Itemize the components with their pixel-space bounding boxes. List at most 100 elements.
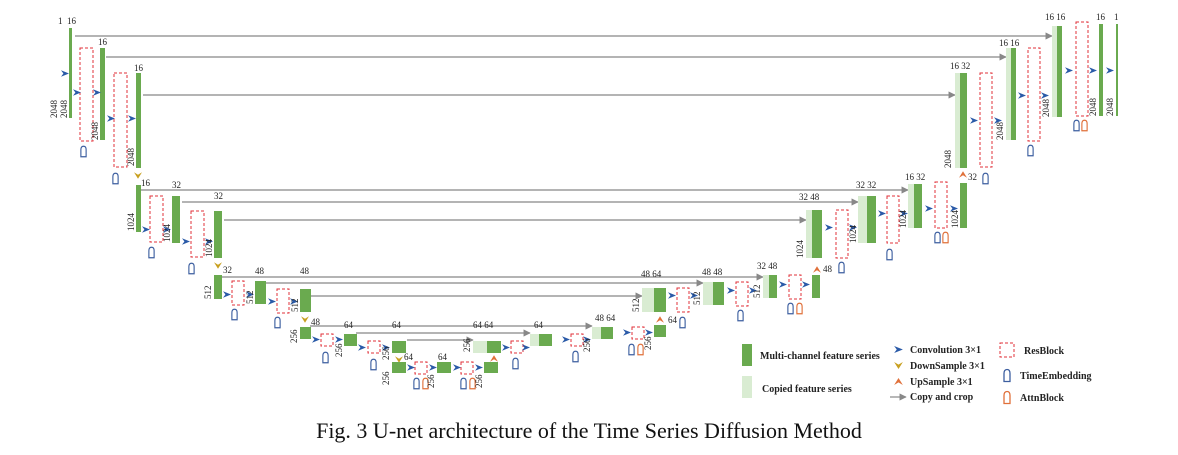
conv-icon: [502, 344, 510, 351]
length-label: 512: [290, 299, 300, 313]
length-label: 256: [381, 346, 391, 360]
upsample-icon: [490, 355, 498, 362]
resblock: [414, 361, 428, 375]
length-label: 256: [426, 374, 436, 388]
feature-block: [654, 325, 666, 337]
resblock: [510, 340, 524, 354]
time-embedding-icon: [512, 357, 519, 370]
legend-conv-label: Convolution 3×1: [910, 345, 981, 356]
channel-label: 48 64: [595, 313, 616, 323]
conv-icon: [925, 205, 933, 212]
downsample-icon: [301, 316, 309, 323]
conv-icon: [93, 89, 101, 96]
length-label: 2048: [995, 122, 1005, 141]
legend-conv-icon: [894, 346, 903, 353]
encoder-level-1: 16 32 32 1024 1024 1024: [126, 178, 223, 275]
legend-down-label: DownSample 3×1: [910, 361, 985, 372]
decoder-level-1: 32 48 32 32 16 32 32 1024 1024 1024 1024: [795, 171, 977, 274]
resblock: [631, 326, 645, 340]
channel-label: 16: [67, 16, 77, 26]
channel-label: 16 32: [950, 61, 970, 71]
length-label: 512: [752, 285, 762, 299]
feature-block: [214, 275, 222, 299]
conv-icon: [1089, 67, 1097, 74]
channel-label: 32: [968, 172, 977, 182]
upsample-icon: [959, 171, 967, 178]
channel-label: 32: [172, 180, 181, 190]
legend-resblock-icon: [999, 342, 1015, 358]
feature-block: [136, 73, 141, 168]
time-embedding-icon: [1073, 119, 1080, 132]
decoder-level-2: 48 64 48 48 32 48 48 512 512 512: [631, 261, 833, 329]
length-label: 256: [334, 343, 344, 357]
legend-time-embedding-icon: [1003, 368, 1011, 383]
channel-label: 32 48: [757, 261, 778, 271]
resblock: [79, 47, 94, 142]
conv-icon: [779, 281, 787, 288]
feature-block: [769, 275, 777, 298]
length-label: 2048: [943, 150, 953, 169]
resblock: [570, 333, 584, 347]
upsample-icon: [656, 316, 664, 323]
legend-attn-label: AttnBlock: [1020, 393, 1064, 404]
feature-block: [1011, 48, 1016, 140]
feature-block: [437, 362, 451, 373]
feature-block: [487, 341, 501, 353]
resblock: [676, 287, 690, 313]
length-label: 256: [643, 336, 653, 350]
time-embedding-icon: [737, 309, 744, 322]
copied-block: [858, 196, 867, 243]
length-label: 512: [203, 286, 213, 300]
feature-block: [300, 327, 311, 339]
resblock: [320, 333, 334, 347]
feature-block: [300, 289, 311, 312]
attn-block-icon: [942, 231, 949, 244]
channel-label: 1: [1114, 12, 1119, 22]
copied-block: [955, 73, 960, 168]
conv-icon: [522, 344, 530, 351]
time-embedding-icon: [413, 377, 420, 390]
length-label: 1024: [898, 210, 908, 229]
bottleneck: 64 64 256 256 256: [381, 352, 498, 390]
unet-diagram: 1 16 16 16 2048 2048 2048 2048 16 32 32 …: [49, 12, 1119, 405]
skip-connections: [75, 32, 1053, 344]
legend-downsample-icon: [894, 362, 903, 369]
conv-icon: [1065, 67, 1073, 74]
length-label: 1024: [795, 240, 805, 259]
feature-block: [914, 184, 922, 228]
feature-block: [960, 183, 967, 228]
time-embedding-icon: [370, 358, 377, 371]
resblock: [190, 210, 205, 258]
length-label: 512: [631, 299, 641, 313]
time-embedding-icon: [231, 308, 238, 321]
resblock: [113, 72, 128, 168]
legend-copy-label: Copy and crop: [910, 392, 974, 403]
attn-block-icon: [1081, 119, 1088, 132]
time-embedding-icon: [1027, 144, 1034, 157]
resblock: [460, 361, 474, 375]
conv-icon: [268, 298, 276, 305]
feature-block: [255, 281, 266, 304]
feature-block: [214, 211, 222, 258]
length-label: 1024: [162, 224, 172, 243]
time-embedding-icon: [787, 302, 794, 315]
conv-icon: [453, 364, 461, 371]
channel-label: 32 32: [856, 180, 876, 190]
conv-icon: [335, 336, 343, 343]
channel-label: 16: [141, 178, 151, 188]
channel-label: 48: [311, 317, 321, 327]
channel-label: 64: [668, 315, 678, 325]
conv-icon: [142, 226, 150, 233]
encoder-level-2: 32 48 48 512 512 512: [203, 265, 311, 329]
legend-copied-swatch: [742, 376, 752, 398]
copied-block: [908, 184, 914, 228]
channel-label: 16: [134, 63, 144, 73]
length-label: 512: [692, 292, 702, 306]
conv-icon: [312, 336, 320, 343]
time-embedding-icon: [112, 172, 119, 185]
time-embedding-icon: [80, 145, 87, 158]
channel-label: 48 48: [702, 267, 723, 277]
time-embedding-icon: [838, 261, 845, 274]
conv-icon: [970, 117, 978, 124]
legend-attn-block-icon: [1003, 390, 1011, 405]
